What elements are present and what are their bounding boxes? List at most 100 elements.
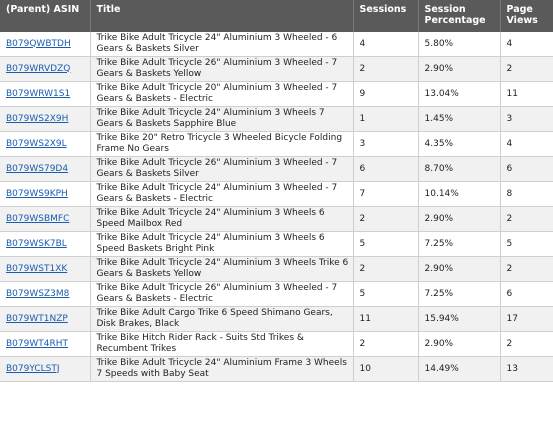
session-percentage-cell: 2.90% bbox=[418, 256, 501, 282]
asin-link[interactable]: B079WS9KPH bbox=[6, 188, 68, 199]
session-percentage-cell: 8.70% bbox=[418, 156, 501, 182]
page-views-cell: 8 bbox=[500, 181, 553, 207]
sessions-cell: 10 bbox=[353, 356, 419, 382]
page-views-cell: 3 bbox=[500, 106, 553, 132]
header-sessions[interactable]: Sessions bbox=[353, 0, 419, 32]
asin-link[interactable]: B079QWBTDH bbox=[6, 38, 71, 49]
sessions-cell: 7 bbox=[353, 181, 419, 207]
asin-cell: B079WS2X9L bbox=[0, 131, 91, 157]
table-header-row: (Parent) ASIN Title Sessions Session Per… bbox=[0, 0, 553, 32]
sessions-cell: 9 bbox=[353, 81, 419, 107]
table-row: B079YCLSTJ Trike Bike Adult Tricycle 24" … bbox=[0, 356, 553, 382]
page-views-cell: 2 bbox=[500, 206, 553, 232]
sessions-cell: 2 bbox=[353, 206, 419, 232]
page-views-cell: 6 bbox=[500, 281, 553, 307]
table-row: B079WS9KPH Trike Bike Adult Tricycle 24" … bbox=[0, 181, 553, 207]
asin-cell: B079QWBTDH bbox=[0, 32, 91, 57]
title-cell: Trike Bike Adult Tricycle 24" Aluminium … bbox=[90, 106, 354, 132]
title-cell: Trike Bike Adult Tricycle 24" Aluminium … bbox=[90, 206, 354, 232]
asin-cell: B079WRVDZQ bbox=[0, 56, 91, 82]
page-views-cell: 2 bbox=[500, 56, 553, 82]
asin-link[interactable]: B079WRVDZQ bbox=[6, 63, 71, 74]
page-views-cell: 4 bbox=[500, 32, 553, 57]
title-cell: Trike Bike 20" Retro Tricycle 3 Wheeled … bbox=[90, 131, 354, 157]
session-percentage-cell: 7.25% bbox=[418, 281, 501, 307]
table-row: B079WT1NZP Trike Bike Adult Cargo Trike 6… bbox=[0, 306, 553, 332]
page-views-cell: 6 bbox=[500, 156, 553, 182]
asin-link[interactable]: B079WSBMFC bbox=[6, 213, 70, 224]
table-row: B079WRVDZQ Trike Bike Adult Tricycle 26" … bbox=[0, 56, 553, 82]
asin-cell: B079WSZ3M8 bbox=[0, 281, 91, 307]
table-row: B079WT4RHT Trike Bike Hitch Rider Rack - … bbox=[0, 331, 553, 357]
asin-link[interactable]: B079WT1NZP bbox=[6, 313, 68, 324]
table-row: B079WSZ3M8 Trike Bike Adult Tricycle 26" … bbox=[0, 281, 553, 307]
sessions-cell: 6 bbox=[353, 156, 419, 182]
table-body: B079QWBTDH Trike Bike Adult Tricycle 24" … bbox=[0, 32, 553, 382]
session-percentage-cell: 10.14% bbox=[418, 181, 501, 207]
table-row: B079WST1XK Trike Bike Adult Tricycle 24" … bbox=[0, 256, 553, 282]
session-percentage-cell: 2.90% bbox=[418, 206, 501, 232]
sessions-cell: 3 bbox=[353, 131, 419, 157]
asin-cell: B079WRW1S1 bbox=[0, 81, 91, 107]
asin-link[interactable]: B079WSK7BL bbox=[6, 238, 67, 249]
session-percentage-cell: 2.90% bbox=[418, 331, 501, 357]
title-cell: Trike Bike Hitch Rider Rack - Suits Std … bbox=[90, 331, 354, 357]
title-cell: Trike Bike Adult Tricycle 24" Aluminium … bbox=[90, 181, 354, 207]
sessions-cell: 11 bbox=[353, 306, 419, 332]
title-cell: Trike Bike Adult Tricycle 26" Aluminium … bbox=[90, 281, 354, 307]
title-cell: Trike Bike Adult Cargo Trike 6 Speed Shi… bbox=[90, 306, 354, 332]
asin-link[interactable]: B079WS2X9L bbox=[6, 138, 67, 149]
sessions-cell: 5 bbox=[353, 281, 419, 307]
sessions-cell: 2 bbox=[353, 56, 419, 82]
session-percentage-cell: 5.80% bbox=[418, 32, 501, 57]
session-percentage-cell: 2.90% bbox=[418, 56, 501, 82]
page-views-cell: 4 bbox=[500, 131, 553, 157]
session-percentage-cell: 14.49% bbox=[418, 356, 501, 382]
asin-cell: B079WSBMFC bbox=[0, 206, 91, 232]
asin-link[interactable]: B079WRW1S1 bbox=[6, 88, 71, 99]
asin-cell: B079WS2X9H bbox=[0, 106, 91, 132]
asin-cell: B079WST1XK bbox=[0, 256, 91, 282]
page-views-cell: 13 bbox=[500, 356, 553, 382]
page-views-cell: 2 bbox=[500, 331, 553, 357]
sessions-cell: 4 bbox=[353, 32, 419, 57]
session-percentage-cell: 15.94% bbox=[418, 306, 501, 332]
asin-link[interactable]: B079WST1XK bbox=[6, 263, 68, 274]
title-cell: Trike Bike Adult Tricycle 24" Aluminium … bbox=[90, 32, 354, 57]
header-session-percentage[interactable]: Session Percentage bbox=[418, 0, 501, 32]
asin-cell: B079WSK7BL bbox=[0, 231, 91, 257]
sessions-cell: 5 bbox=[353, 231, 419, 257]
header-parent-asin[interactable]: (Parent) ASIN bbox=[0, 0, 91, 32]
asin-cell: B079WS9KPH bbox=[0, 181, 91, 207]
sessions-cell: 1 bbox=[353, 106, 419, 132]
asin-link[interactable]: B079WSZ3M8 bbox=[6, 288, 70, 299]
sessions-cell: 2 bbox=[353, 256, 419, 282]
asin-link[interactable]: B079WS2X9H bbox=[6, 113, 69, 124]
title-cell: Trike Bike Adult Tricycle 26" Aluminium … bbox=[90, 156, 354, 182]
asin-cell: B079WT4RHT bbox=[0, 331, 91, 357]
page-views-cell: 17 bbox=[500, 306, 553, 332]
table-row: B079QWBTDH Trike Bike Adult Tricycle 24" … bbox=[0, 32, 553, 57]
asin-link[interactable]: B079WS79D4 bbox=[6, 163, 69, 174]
title-cell: Trike Bike Adult Tricycle 24" Aluminium … bbox=[90, 356, 354, 382]
session-percentage-cell: 13.04% bbox=[418, 81, 501, 107]
session-percentage-cell: 7.25% bbox=[418, 231, 501, 257]
asin-cell: B079WS79D4 bbox=[0, 156, 91, 182]
page-views-cell: 2 bbox=[500, 256, 553, 282]
title-cell: Trike Bike Adult Tricycle 24" Aluminium … bbox=[90, 231, 354, 257]
page-views-cell: 11 bbox=[500, 81, 553, 107]
page-views-cell: 5 bbox=[500, 231, 553, 257]
header-page-views[interactable]: Page Views bbox=[500, 0, 553, 32]
title-cell: Trike Bike Adult Tricycle 24" Aluminium … bbox=[90, 256, 354, 282]
session-percentage-cell: 1.45% bbox=[418, 106, 501, 132]
asin-link[interactable]: B079YCLSTJ bbox=[6, 363, 60, 374]
table-row: B079WSBMFC Trike Bike Adult Tricycle 24" … bbox=[0, 206, 553, 232]
table-row: B079WSK7BL Trike Bike Adult Tricycle 24" … bbox=[0, 231, 553, 257]
asin-link[interactable]: B079WT4RHT bbox=[6, 338, 68, 349]
table-row: B079WS79D4 Trike Bike Adult Tricycle 26" … bbox=[0, 156, 553, 182]
table-row: B079WS2X9H Trike Bike Adult Tricycle 24" … bbox=[0, 106, 553, 132]
sessions-cell: 2 bbox=[353, 331, 419, 357]
sessions-report-table: (Parent) ASIN Title Sessions Session Per… bbox=[0, 0, 553, 382]
asin-cell: B079WT1NZP bbox=[0, 306, 91, 332]
header-title[interactable]: Title bbox=[90, 0, 354, 32]
